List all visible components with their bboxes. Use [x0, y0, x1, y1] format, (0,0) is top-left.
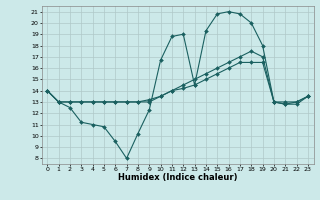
X-axis label: Humidex (Indice chaleur): Humidex (Indice chaleur)	[118, 173, 237, 182]
